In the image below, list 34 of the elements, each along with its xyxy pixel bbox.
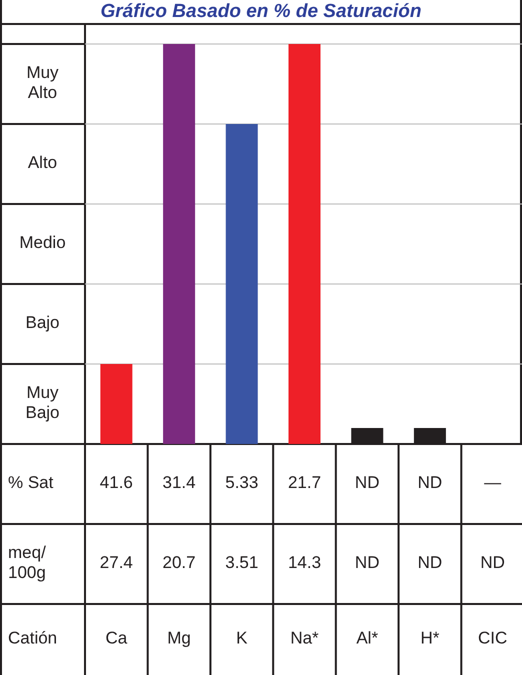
bar [100,364,132,444]
bar [226,124,258,444]
text: ND [480,553,505,572]
text: 20.7 [162,553,196,572]
text: Bajo [25,313,60,332]
x-tick-label: H* [420,628,440,648]
text: ND [354,473,380,492]
chart-title: Gráfico Basado en % de Saturación [100,1,422,22]
text: 3.51 [225,553,258,572]
text: Muy Alto [26,64,60,102]
text: meq/100g [8,544,46,582]
x-tick-label: K [236,628,248,648]
text: Medio [19,233,66,252]
text: 5.33 [225,473,258,492]
text: — [484,473,502,492]
x-axis-title: Catión [8,628,58,648]
text: ND [354,553,380,572]
text: ND [418,553,442,572]
x-tick-label: Na* [290,628,320,648]
x-tick-label: Mg [167,628,191,648]
x-tick-label: CIC [478,628,508,648]
text: 21.7 [288,473,322,492]
text: % Sat [8,473,54,492]
text: 31.4 [162,473,196,492]
text: Muy Bajo [25,384,60,422]
text: 14.3 [288,553,322,572]
text: Alto [28,153,58,172]
text: 41.6 [100,473,133,492]
text: 27.4 [100,553,133,572]
text: ND [418,473,442,492]
bar [163,44,196,444]
bar [288,44,320,444]
x-tick-label: Al* [356,628,378,648]
x-tick-label: Ca [105,628,128,648]
